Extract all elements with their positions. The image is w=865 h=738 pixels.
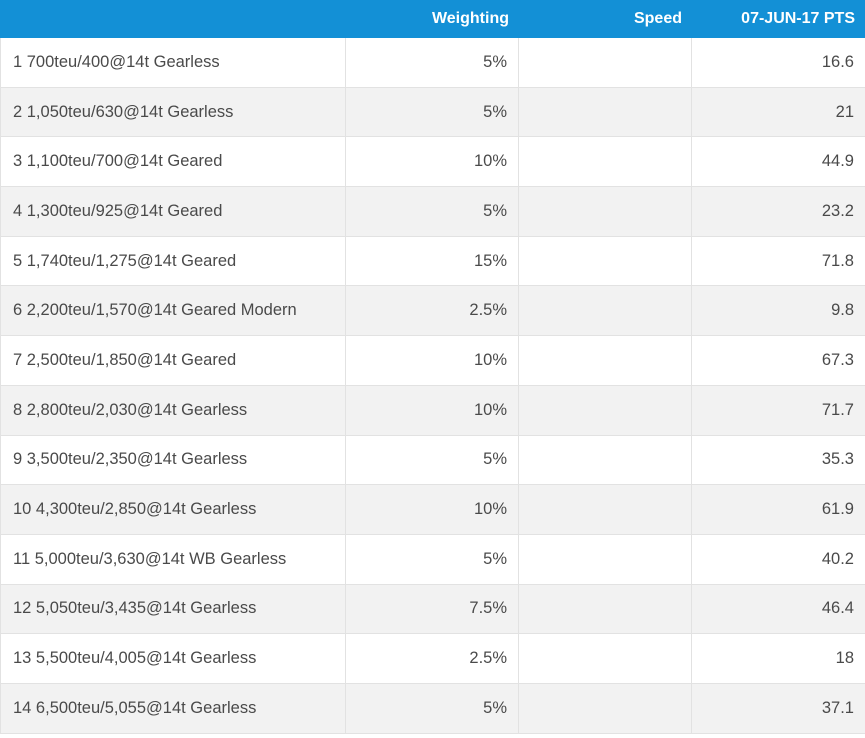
table-row[interactable]: 4 1,300teu/925@14t Geared 5% 23.2 bbox=[0, 187, 865, 237]
cell-weighting: 10% bbox=[346, 336, 519, 385]
cell-speed bbox=[519, 385, 692, 435]
cell-speed bbox=[519, 38, 692, 87]
cell-speed bbox=[519, 683, 692, 733]
table-row[interactable]: 13 5,500teu/4,005@14t Gearless 2.5% 18 bbox=[0, 634, 865, 684]
table-row[interactable]: 8 2,800teu/2,030@14t Gearless 10% 71.7 bbox=[0, 385, 865, 436]
cell-pts: 46.4 bbox=[821, 599, 854, 618]
cell-speed bbox=[519, 87, 692, 137]
cell-weighting: 10% bbox=[346, 137, 519, 187]
cell-weighting: 5% bbox=[346, 435, 519, 485]
table-row[interactable]: 11 5,000teu/3,630@14t WB Gearless 5% 40.2 bbox=[0, 534, 865, 585]
cell-pts: 71.7 bbox=[821, 400, 854, 419]
cell-pts: 67.3 bbox=[821, 350, 854, 369]
cell-pts: 40.2 bbox=[821, 549, 854, 568]
cell-weighting: 2.5% bbox=[346, 286, 519, 336]
cell-vessel-name: 3 1,100teu/700@14t Geared bbox=[0, 137, 346, 187]
cell-pts: 18 bbox=[835, 649, 854, 668]
table-row[interactable]: 10 4,300teu/2,850@14t Gearless 10% 61.9 bbox=[0, 485, 865, 535]
table-header: Weighting Speed 07-JUN-17 PTS bbox=[0, 0, 865, 38]
table-row[interactable]: 6 2,200teu/1,570@14t Geared Modern 2.5% 9.… bbox=[0, 286, 865, 337]
cell-vessel-name: 12 5,050teu/3,435@14t Gearless bbox=[0, 584, 346, 634]
cell-pts: 35.3 bbox=[821, 450, 854, 469]
cell-speed bbox=[519, 534, 692, 584]
cell-pts: 61.9 bbox=[821, 500, 854, 519]
cell-speed bbox=[519, 286, 692, 336]
cell-pts: 21 bbox=[835, 102, 854, 121]
cell-vessel-name: 11 5,000teu/3,630@14t WB Gearless bbox=[0, 534, 346, 584]
header-weighting[interactable]: Weighting bbox=[431, 10, 509, 27]
cell-vessel-name: 2 1,050teu/630@14t Gearless bbox=[0, 87, 346, 137]
cell-speed bbox=[519, 236, 692, 286]
cell-weighting: 5% bbox=[346, 87, 519, 137]
cell-pts: 23.2 bbox=[821, 201, 854, 220]
cell-speed bbox=[519, 336, 692, 385]
table-row[interactable]: 12 5,050teu/3,435@14t Gearless 7.5% 46.4 bbox=[0, 584, 865, 635]
cell-vessel-name: 5 1,740teu/1,275@14t Geared bbox=[0, 236, 346, 286]
cell-vessel-name: 6 2,200teu/1,570@14t Geared Modern bbox=[0, 286, 346, 336]
cell-pts: 44.9 bbox=[821, 152, 854, 171]
cell-speed bbox=[519, 137, 692, 187]
cell-vessel-name: 8 2,800teu/2,030@14t Gearless bbox=[0, 385, 346, 435]
table-row[interactable]: 2 1,050teu/630@14t Gearless 5% 21 bbox=[0, 87, 865, 138]
cell-vessel-name: 13 5,500teu/4,005@14t Gearless bbox=[0, 634, 346, 683]
cell-pts: 71.8 bbox=[821, 251, 854, 270]
cell-weighting: 10% bbox=[346, 485, 519, 534]
table-row[interactable]: 3 1,100teu/700@14t Geared 10% 44.9 bbox=[0, 137, 865, 188]
cell-vessel-name: 9 3,500teu/2,350@14t Gearless bbox=[0, 435, 346, 485]
cell-pts: 37.1 bbox=[821, 698, 854, 717]
table-row[interactable]: 14 6,500teu/5,055@14t Gearless 5% 37.1 bbox=[0, 683, 865, 734]
table-row[interactable]: 7 2,500teu/1,850@14t Geared 10% 67.3 bbox=[0, 336, 865, 386]
cell-speed bbox=[519, 435, 692, 485]
table-row[interactable]: 5 1,740teu/1,275@14t Geared 15% 71.8 bbox=[0, 236, 865, 287]
cell-pts: 9.8 bbox=[831, 301, 854, 320]
header-speed[interactable]: Speed bbox=[633, 10, 682, 27]
header-name[interactable] bbox=[0, 0, 346, 38]
cell-weighting: 10% bbox=[346, 385, 519, 435]
cell-speed bbox=[519, 187, 692, 236]
cell-pts: 16.6 bbox=[821, 52, 854, 71]
cell-speed bbox=[519, 634, 692, 683]
table-body: 1 700teu/400@14t Gearless 5% 16.6 2 1,050te… bbox=[0, 38, 865, 734]
cell-weighting: 5% bbox=[346, 683, 519, 733]
cell-vessel-name: 10 4,300teu/2,850@14t Gearless bbox=[0, 485, 346, 534]
cell-speed bbox=[519, 584, 692, 634]
cell-weighting: 2.5% bbox=[346, 634, 519, 683]
cell-vessel-name: 1 700teu/400@14t Gearless bbox=[0, 38, 346, 87]
table-row[interactable]: 1 700teu/400@14t Gearless 5% 16.6 bbox=[0, 38, 865, 88]
cell-weighting: 5% bbox=[346, 534, 519, 584]
header-pts[interactable]: 07-JUN-17 PTS bbox=[741, 10, 855, 27]
cell-vessel-name: 14 6,500teu/5,055@14t Gearless bbox=[0, 683, 346, 733]
cell-weighting: 7.5% bbox=[346, 584, 519, 634]
cell-weighting: 5% bbox=[346, 38, 519, 87]
cell-weighting: 5% bbox=[346, 187, 519, 236]
cell-weighting: 15% bbox=[346, 236, 519, 286]
cell-speed bbox=[519, 485, 692, 534]
table-row[interactable]: 9 3,500teu/2,350@14t Gearless 5% 35.3 bbox=[0, 435, 865, 486]
cell-vessel-name: 7 2,500teu/1,850@14t Geared bbox=[0, 336, 346, 385]
cell-vessel-name: 4 1,300teu/925@14t Geared bbox=[0, 187, 346, 236]
